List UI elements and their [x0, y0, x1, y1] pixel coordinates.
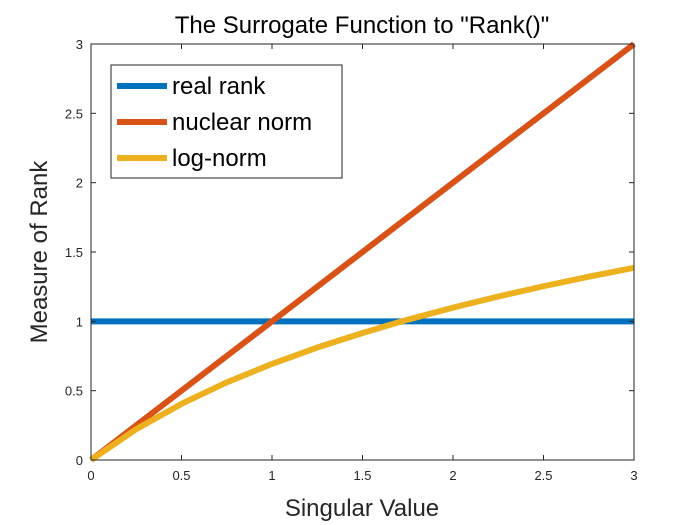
legend-label-3: log-norm	[172, 145, 267, 172]
x-axis-title: Singular Value	[285, 495, 439, 522]
y-tick-label: 2.5	[65, 106, 83, 121]
x-tick-label: 3	[630, 468, 637, 483]
y-axis-title: Measure of Rank	[26, 160, 53, 344]
x-tick-label: 2	[449, 468, 456, 483]
x-tick-label: 2.5	[534, 468, 552, 483]
x-tick-label: 1.5	[353, 468, 371, 483]
legend-label-2: nuclear norm	[172, 109, 312, 136]
y-tick-label: 3	[76, 37, 83, 52]
series-line-2	[89, 41, 636, 463]
legend: real rank nuclear norm log-norm	[110, 64, 343, 179]
y-axis: 0 0.5 1 1.5 2 2.5 3	[65, 37, 634, 468]
y-tick-label: 0.5	[65, 384, 83, 399]
x-axis: 0 0.5 1 1.5 2 2.5 3	[87, 44, 638, 483]
series-line-3	[89, 264, 635, 463]
x-tick-label: 1	[268, 468, 275, 483]
x-tick-label: 0	[87, 468, 94, 483]
y-tick-label: 2	[76, 176, 83, 191]
y-tick-label: 1	[76, 314, 83, 329]
legend-label-1: real rank	[172, 73, 266, 100]
legend-items: real rank nuclear norm log-norm	[117, 73, 312, 172]
series-layer	[89, 41, 636, 463]
y-tick-label: 0	[76, 453, 83, 468]
x-tick-label: 0.5	[172, 468, 190, 483]
chart-title: The Surrogate Function to "Rank()"	[175, 12, 550, 39]
y-tick-label: 1.5	[65, 245, 83, 260]
